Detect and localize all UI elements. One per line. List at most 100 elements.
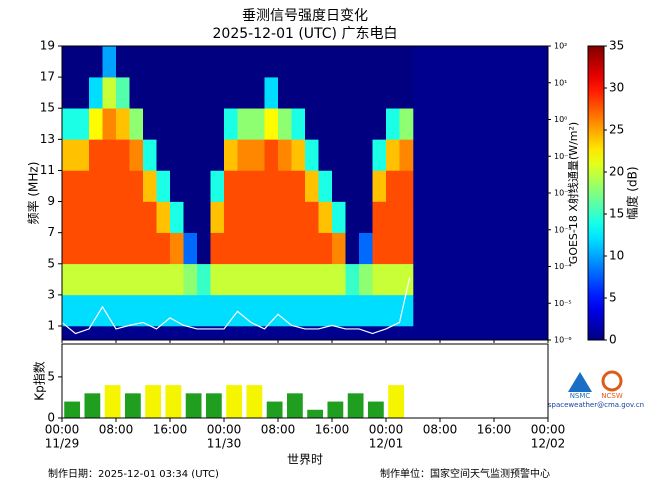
heatmap-cell — [251, 201, 265, 233]
heatmap-cell — [278, 170, 292, 202]
heatmap-cell — [129, 232, 144, 265]
heatmap-cell — [129, 170, 144, 202]
heatmap-cell — [143, 201, 157, 233]
footer-date: 制作日期：2025-12-01 03:34 (UTC) — [48, 467, 219, 480]
kp-bar — [327, 401, 344, 418]
heatmap-cell — [291, 170, 306, 202]
heatmap-cell — [116, 232, 130, 265]
heatmap-cell — [399, 139, 414, 171]
kp-bar — [84, 393, 101, 418]
x-axis-label: 世界时 — [287, 453, 323, 467]
heatmap-cell — [399, 232, 414, 265]
heatmap-cell — [332, 294, 346, 327]
heatmap-cell — [264, 170, 279, 202]
heatmap-cell — [156, 108, 171, 140]
heatmap-cell — [170, 108, 184, 140]
y2-tick-label: 10⁻³ — [554, 225, 572, 234]
y2-axis-label: GOES-18 X射线通量(W/m²) — [566, 122, 580, 264]
colorbar-tick-label: 10 — [609, 249, 624, 263]
heatmap-cell — [224, 46, 238, 78]
heatmap-cell — [170, 77, 184, 109]
heatmap-cell — [210, 294, 225, 327]
heatmap-cell — [129, 263, 144, 296]
heatmap-cell — [89, 108, 103, 140]
heatmap-cell — [62, 170, 76, 202]
heatmap-cell — [318, 201, 333, 233]
kp-bar — [64, 401, 81, 418]
heatmap-cell — [291, 139, 306, 171]
heatmap-cell — [75, 294, 90, 327]
heatmap-cell — [305, 201, 319, 233]
heatmap-cell — [251, 170, 265, 202]
heatmap-cell — [305, 46, 319, 78]
y2-tick-label: 10⁻⁶ — [554, 336, 572, 345]
colorbar-tick-label: 30 — [609, 81, 624, 95]
heatmap-cell — [197, 232, 211, 265]
y-tick-label: 5 — [47, 256, 55, 270]
heatmap-cell — [372, 232, 387, 265]
heatmap-cell — [305, 108, 319, 140]
x-tick-label: 00:00 — [369, 423, 404, 437]
heatmap-cell — [75, 170, 90, 202]
heatmap-cell — [197, 170, 211, 202]
heatmap-cell — [318, 263, 333, 296]
kp-bar — [388, 385, 405, 418]
heatmap-cell — [332, 108, 346, 140]
y-tick-label: 9 — [47, 194, 55, 208]
heatmap-cell — [359, 263, 373, 296]
heatmap-cell — [318, 170, 333, 202]
heatmap-cell — [224, 232, 238, 265]
heatmap-cell — [345, 46, 360, 78]
heatmap-cell — [345, 232, 360, 265]
heatmap-cell — [264, 263, 279, 296]
heatmap-cell — [359, 46, 373, 78]
heatmap-cell — [372, 77, 387, 109]
heatmap-cell — [237, 108, 252, 140]
heatmap-cell — [278, 108, 292, 140]
heatmap-cell — [89, 232, 103, 265]
heatmap-cell — [197, 108, 211, 140]
heatmap-cell — [264, 201, 279, 233]
heatmap-cell — [143, 46, 157, 78]
heatmap-cell — [75, 46, 90, 78]
heatmap-cell — [251, 294, 265, 327]
heatmap-cell — [264, 108, 279, 140]
heatmap-cell — [399, 263, 414, 296]
y2-tick-label: 10² — [554, 42, 567, 51]
heatmap-cell — [237, 46, 252, 78]
heatmap-cell — [143, 170, 157, 202]
heatmap-cell — [372, 108, 387, 140]
logo-shape — [568, 372, 592, 392]
heatmap-cell — [197, 77, 211, 109]
heatmap-cell — [116, 108, 130, 140]
x-tick-label: 16:00 — [477, 423, 512, 437]
heatmap-cell — [183, 139, 198, 171]
heatmap-cell — [183, 201, 198, 233]
heatmap-cell — [278, 139, 292, 171]
heatmap-cell — [264, 46, 279, 78]
heatmap-cell — [237, 263, 252, 296]
heatmap-cell — [197, 201, 211, 233]
heatmap-cell — [170, 232, 184, 265]
heatmap-cell — [89, 294, 103, 327]
heatmap-cell — [251, 263, 265, 296]
y-tick-label: 13 — [40, 132, 55, 146]
heatmap-cell — [75, 108, 90, 140]
kp-bar — [246, 385, 263, 418]
y-tick-label: 0 — [47, 411, 55, 425]
kp-bar — [286, 393, 303, 418]
heatmap-cell — [129, 108, 144, 140]
heatmap-cell — [62, 201, 76, 233]
x-tick-label: 08:00 — [261, 423, 296, 437]
heatmap-cell — [345, 170, 360, 202]
heatmap-cell — [345, 294, 360, 327]
heatmap-cell — [318, 46, 333, 78]
y-tick-label: 7 — [47, 225, 55, 239]
heatmap-cell — [183, 108, 198, 140]
heatmap-cell — [89, 46, 103, 78]
heatmap-cell — [183, 232, 198, 265]
kp-bar — [145, 385, 162, 418]
heatmap-cell — [102, 139, 117, 171]
colorbar-tick-label: 0 — [609, 333, 617, 347]
